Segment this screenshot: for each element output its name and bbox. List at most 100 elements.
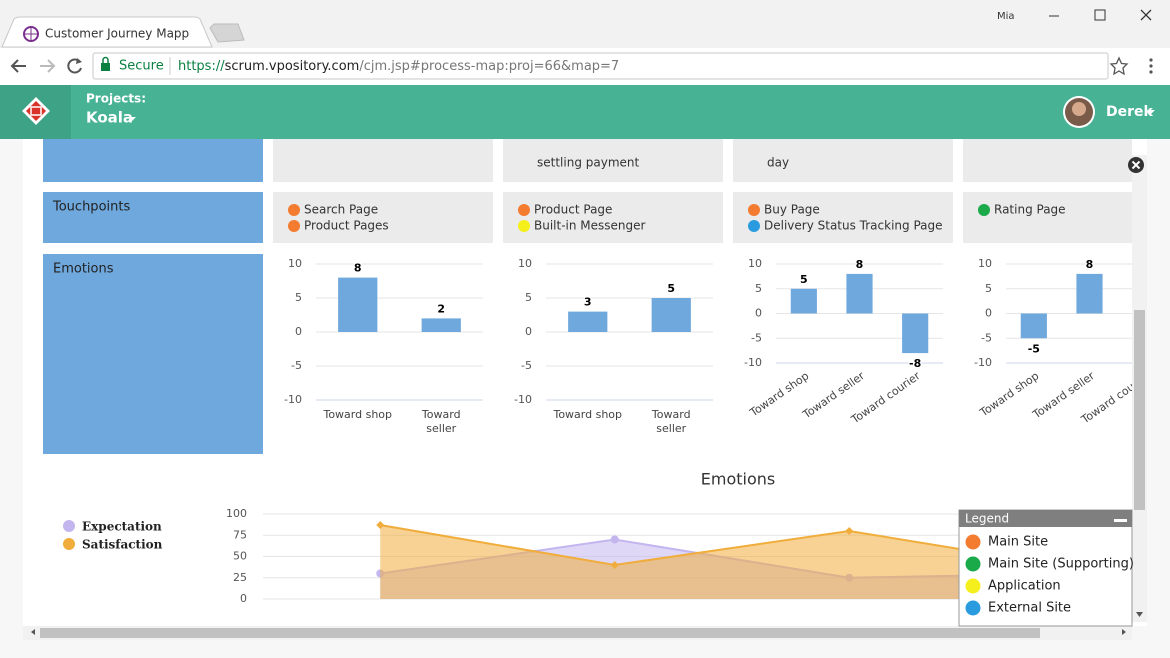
y-tick-label: -10 [284,393,302,406]
point-marker [610,561,619,569]
url-scheme: https:// [178,59,225,74]
bar-value-label: 8 [354,262,362,275]
stage-label-cell [43,139,263,182]
y-tick-label: -10 [514,393,532,406]
x-tick-label: Toward shop [322,408,392,421]
scroll-thumb[interactable] [1134,310,1145,510]
bar [338,277,378,332]
legend-label: Satisfaction [82,538,163,552]
dropdown-caret [128,117,136,121]
chart-title: Emotions [701,470,775,489]
bar-value-label: 8 [856,258,864,271]
point-marker [845,527,854,535]
stage-cell [503,139,723,182]
legend-box [958,509,1133,627]
bar [1020,313,1047,339]
legend-swatch [965,556,981,572]
y-tick-label: 50 [233,550,247,563]
x-tick-label: Toward seller [421,408,461,435]
close-window[interactable] [1140,9,1152,21]
stage-text: day [767,156,789,170]
touchpoint-label: Search Page [304,203,378,217]
tab-strip: Customer Journey Mapp Mia Secure https:/… [0,9,1170,85]
y-tick-label: -5 [291,359,302,372]
y-tick-label: 10 [288,257,302,270]
stage-cell [963,139,1132,182]
maximize[interactable] [1094,9,1106,21]
touchpoint-label: Rating Page [994,203,1066,217]
scroll-thumb[interactable] [40,628,1040,638]
bar [790,288,817,314]
y-tick-label: 5 [985,282,992,295]
reload-button[interactable] [67,58,82,74]
y-tick-label: 0 [240,592,247,605]
legend-panel: Legend Main Site Main Site (Supporting) Ap… [958,509,1134,627]
bookmark-star[interactable] [1109,56,1129,76]
touchpoint-cell [273,192,493,243]
menu-button [1149,70,1153,74]
y-tick-label: 0 [985,307,992,320]
menu-button[interactable] [1149,58,1153,62]
y-tick-label: -10 [744,356,762,369]
y-tick-label: 75 [233,528,247,541]
y-tick-label: 100 [226,507,247,520]
close-panel [1131,160,1141,170]
legend-swatch [965,534,981,550]
active-tab[interactable] [1,16,213,48]
browser-chrome: Customer Journey Mapp Mia Secure https:/… [0,0,1170,139]
touchpoint-dot [288,220,300,232]
touchpoint-label: Delivery Status Tracking Page [764,219,943,233]
omnibox[interactable] [92,52,1109,80]
y-tick-label: 5 [295,291,302,304]
forward-button[interactable] [40,59,56,73]
legend-swatch [965,578,981,594]
legend-header [959,510,1132,527]
touchpoint-dot [748,204,760,216]
bar [1076,273,1103,314]
y-tick-label: 5 [525,291,532,304]
row-label-cell [43,254,263,454]
row-label: Emotions [53,262,114,277]
secure-label: Secure [119,59,164,74]
bar-value-label: 5 [800,273,808,286]
y-tick-label: -5 [981,331,992,344]
legend-label: Main Site (Supporting) [988,557,1134,572]
touchpoint-label: Product Pages [304,219,389,233]
user-name[interactable]: Derek [1106,104,1154,120]
projects-label: Projects: [86,92,146,106]
legend-label: Main Site [988,535,1048,550]
back-button[interactable] [10,59,26,73]
y-tick-label: -10 [974,356,992,369]
reload-button [76,58,82,64]
touchpoint-cell [963,192,1132,243]
y-tick-label: 0 [525,325,532,338]
bar-value-label: 8 [1086,258,1094,271]
y-tick-label: 10 [978,257,992,270]
legend-swatch [965,600,981,616]
touchpoint-label: Built-in Messenger [534,219,646,233]
x-tick-label: Toward shop [552,408,622,421]
point-marker [610,535,619,544]
bar [902,313,929,354]
app-header: Projects: Koala Derek [0,85,1170,139]
logo [30,106,42,116]
y-tick-label: -5 [521,359,532,372]
stage-text: settling payment [537,156,640,170]
url-host: scrum.vpository.com [225,59,360,74]
tab-title: Customer Journey Mapp [45,27,189,41]
row-label-cell [43,192,263,243]
avatar [1072,102,1086,116]
y-tick-label: 25 [233,571,247,584]
logo [26,101,46,121]
scroll-down[interactable] [1136,612,1143,617]
touchpoint-cell [733,192,953,243]
project-name[interactable]: Koala [86,109,133,127]
legend-label: Expectation [82,520,162,534]
legend-minimize[interactable] [1114,519,1127,522]
new-tab[interactable] [209,23,245,43]
area [380,525,1084,599]
x-tick-label: Toward seller [651,408,691,435]
y-tick-label: -5 [751,331,762,344]
